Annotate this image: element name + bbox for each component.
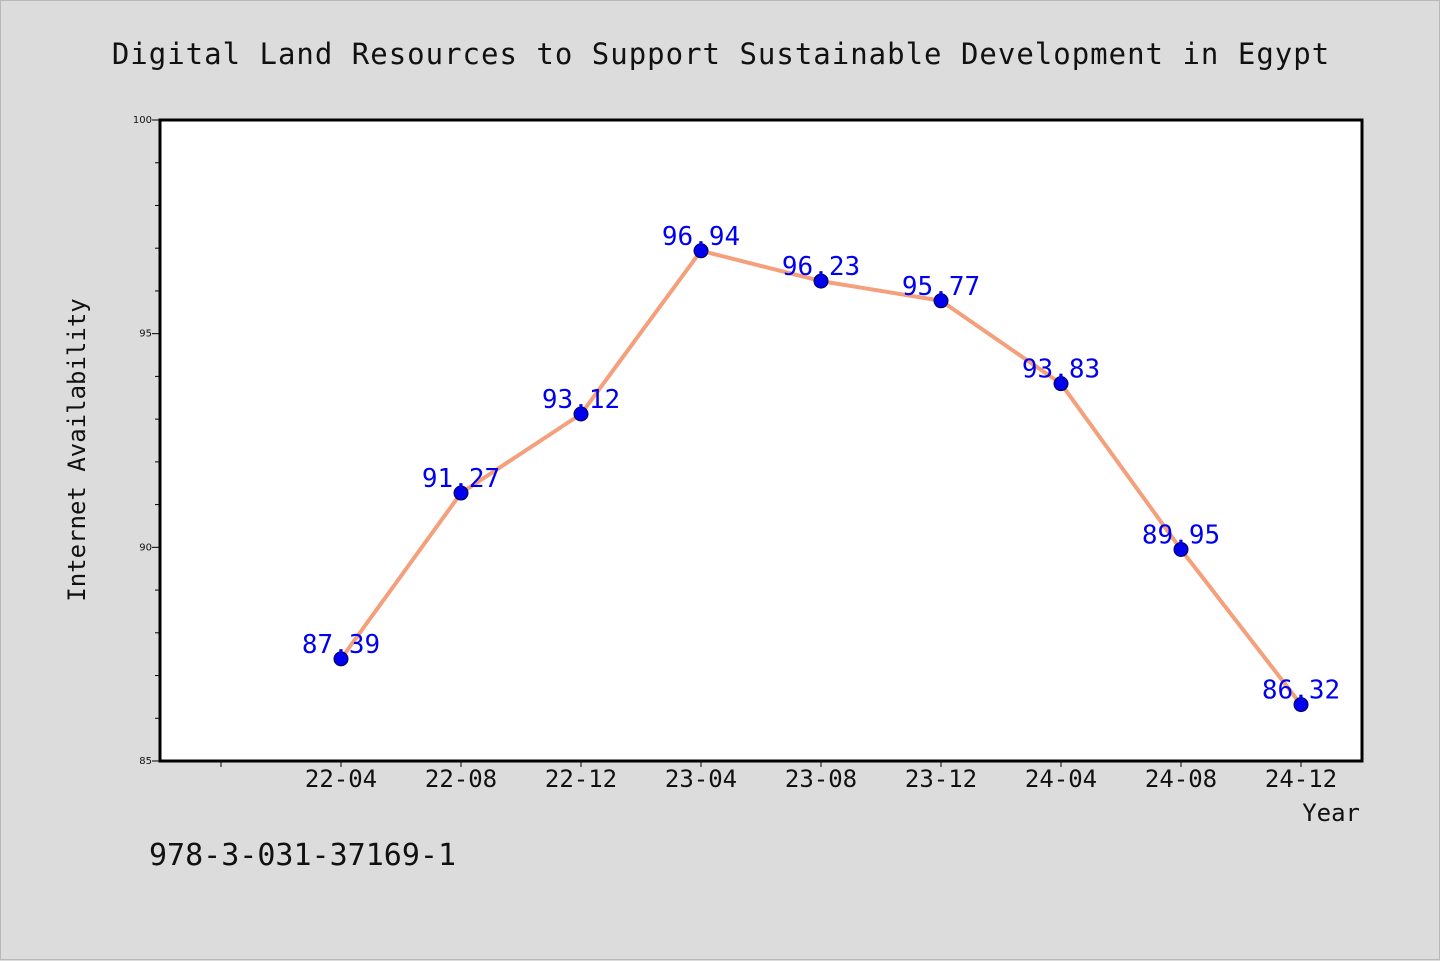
y-axis-label: Internet Availability [63,298,91,601]
data-point [933,293,949,309]
data-label: 91.27 [422,464,500,494]
data-labels: 87.39 91.27 93.12 96.94 96.23 95.77 93.83 89.95… [302,222,1340,706]
y-tick-label: 95 [139,329,152,340]
x-tick-label: 24-12 [1265,765,1337,793]
data-label: 95.77 [902,272,980,302]
x-tick-label: 24-08 [1145,765,1217,793]
data-label: 96.94 [662,222,740,252]
data-point [813,273,829,289]
x-axis-label: Year [1302,799,1360,827]
data-label: 96.23 [782,252,860,282]
y-tick-label: 85 [139,756,152,767]
data-point [1053,376,1069,392]
data-point [453,485,469,501]
chart-title: Digital Land Resources to Support Sustai… [112,37,1330,71]
data-point [573,406,589,422]
data-label: 93.83 [1022,355,1100,385]
y-tick-label: 90 [139,542,152,553]
x-tick-label: 23-12 [905,765,977,793]
plot-area [158,118,1364,763]
data-point [333,651,349,667]
x-tick-label: 23-04 [665,765,737,793]
x-axis: 22-04 22-08 22-12 23-04 23-08 23-12 24-04 24-08… [220,761,1337,793]
data-point [1293,697,1309,713]
data-label: 93.12 [542,385,620,415]
x-tick-label: 24-04 [1025,765,1097,793]
data-label: 86.32 [1262,676,1340,706]
x-tick-label: 22-12 [545,765,617,793]
y-tick-label: 100 [133,115,152,126]
data-label: 87.39 [302,630,380,660]
y-axis: 85 90 95 100 [133,115,160,767]
x-tick-label: 22-04 [305,765,377,793]
x-tick-label: 22-08 [425,765,497,793]
data-label: 89.95 [1142,520,1220,550]
footnote-isbn: 978-3-031-37169-1 [149,838,456,873]
data-point [693,243,709,259]
data-point [1173,541,1189,557]
series-layer [333,243,1309,713]
x-tick-label: 23-08 [785,765,857,793]
